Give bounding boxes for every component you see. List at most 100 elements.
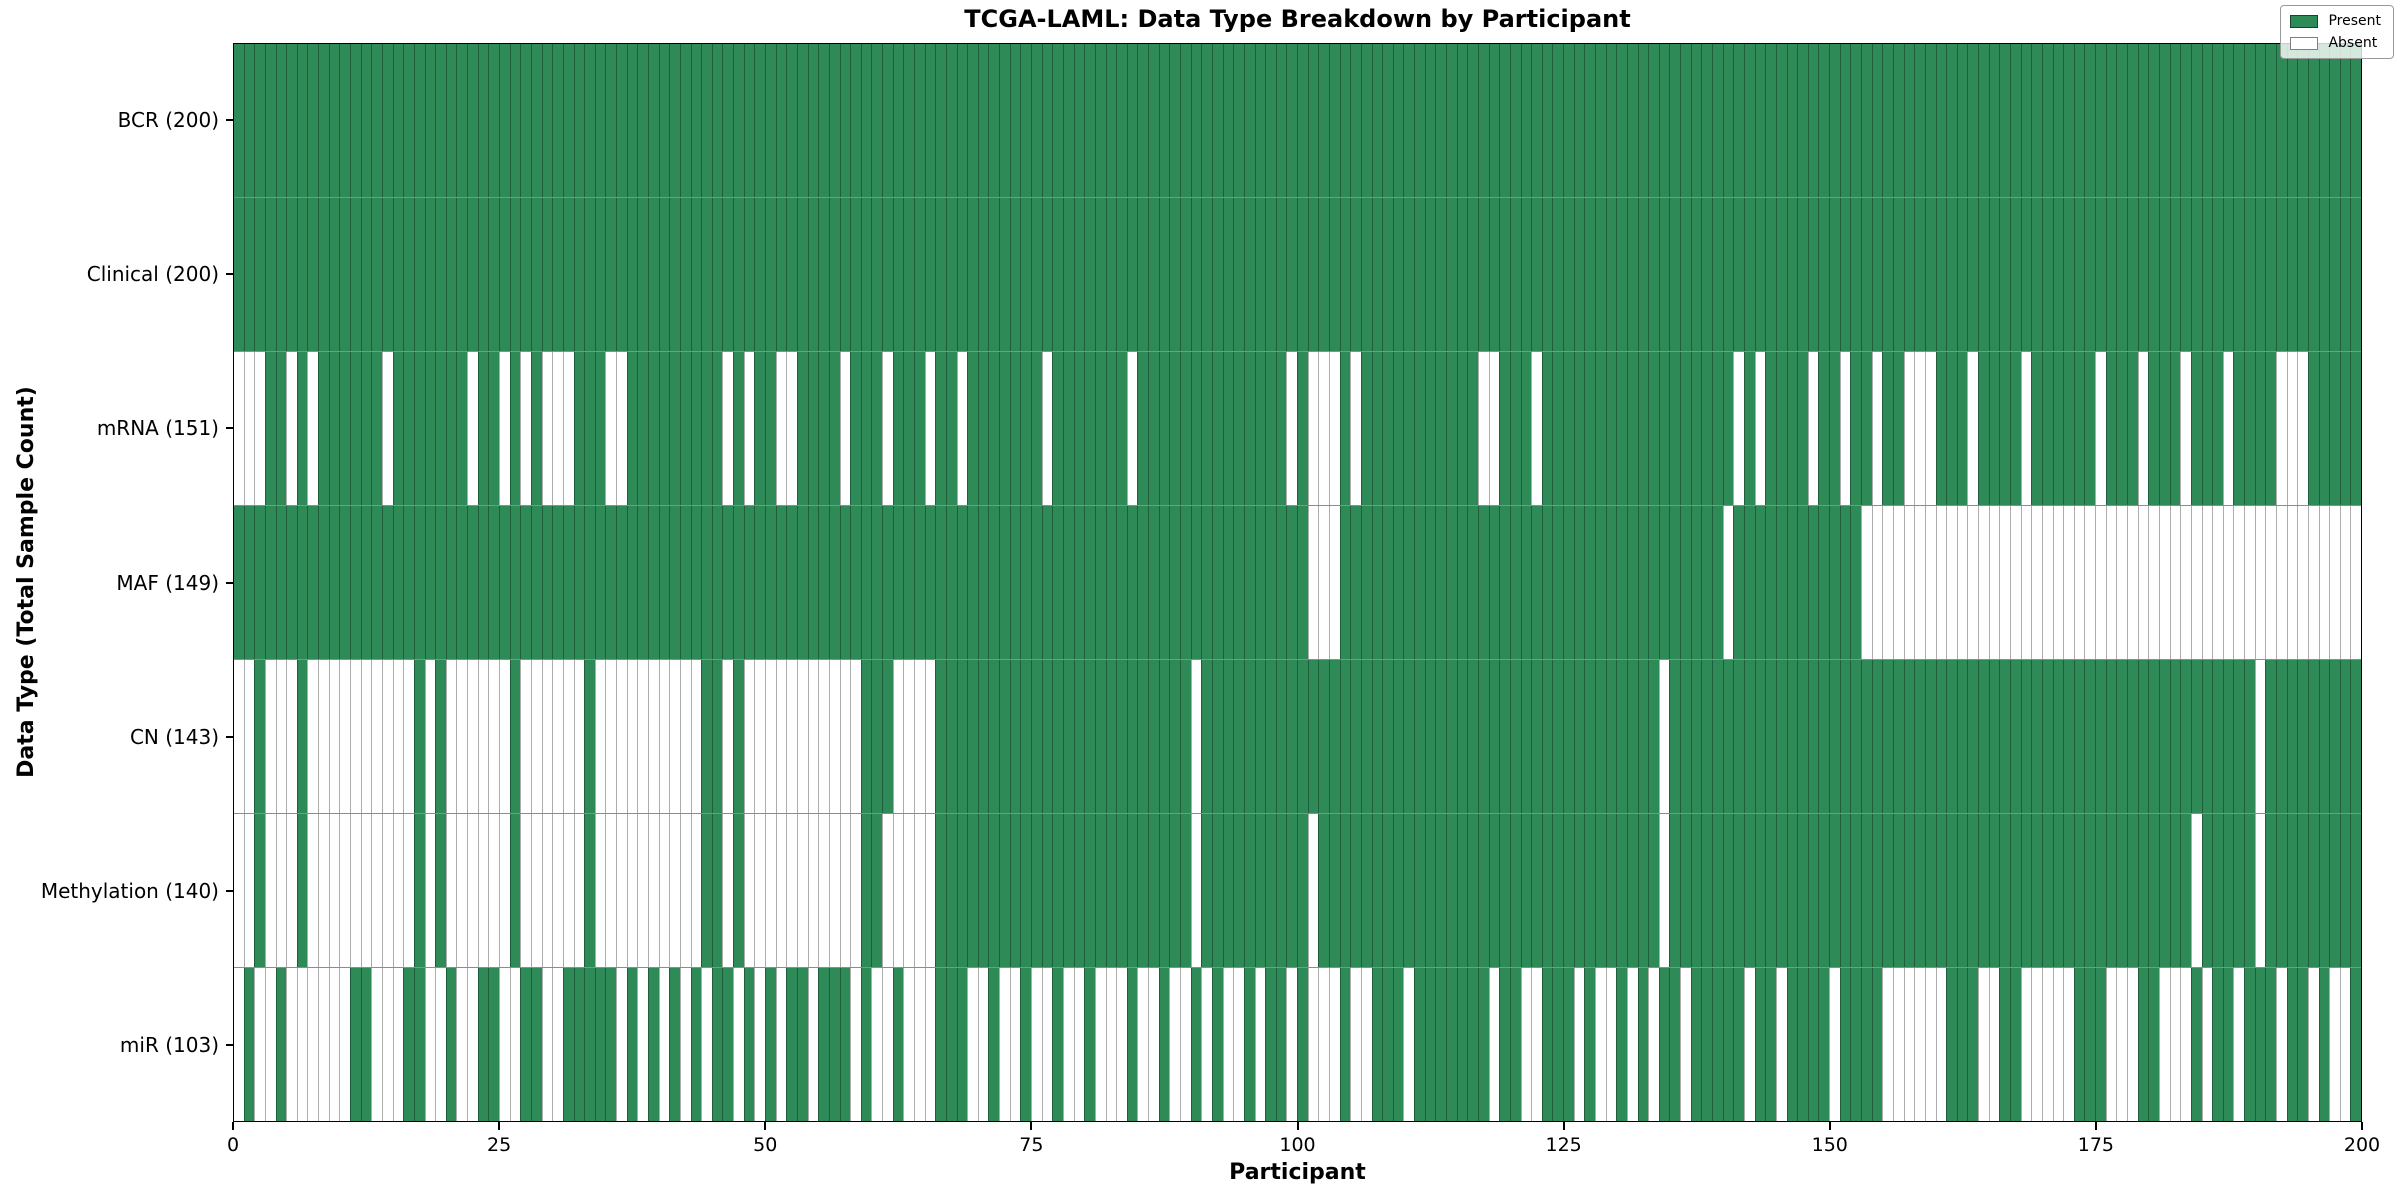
y-tick-mark xyxy=(226,1043,233,1046)
heatmap-cell xyxy=(924,198,936,351)
heatmap-cell xyxy=(1456,968,1468,1121)
heatmap-cell xyxy=(1914,506,1925,659)
heatmap-cell xyxy=(1350,44,1361,197)
heatmap-cell xyxy=(1892,968,1904,1121)
heatmap-cell xyxy=(2212,506,2223,659)
heatmap-cell xyxy=(530,198,542,351)
heatmap-cell xyxy=(765,660,776,813)
heatmap-cell xyxy=(711,814,723,967)
heatmap-cell xyxy=(2137,968,2149,1121)
heatmap-cell xyxy=(381,44,393,197)
heatmap-cell xyxy=(1286,968,1298,1121)
heatmap-cell xyxy=(2233,968,2245,1121)
heatmap-cell xyxy=(1392,814,1404,967)
heatmap-cell xyxy=(1062,198,1074,351)
heatmap-cell xyxy=(1169,660,1181,813)
heatmap-cell xyxy=(935,814,946,967)
heatmap-cell xyxy=(1818,660,1830,813)
heatmap-cell xyxy=(2020,660,2032,813)
heatmap-cell xyxy=(1584,814,1595,967)
heatmap-cell xyxy=(2052,352,2064,505)
heatmap-cell xyxy=(924,506,936,659)
heatmap-cell xyxy=(318,506,329,659)
heatmap-cell xyxy=(2350,44,2362,197)
heatmap-cell xyxy=(2169,968,2181,1121)
heatmap-cell xyxy=(275,814,287,967)
heatmap-cell xyxy=(850,660,861,813)
heatmap-cell xyxy=(2127,198,2138,351)
heatmap-cell xyxy=(1648,506,1659,659)
heatmap-cell xyxy=(1137,506,1149,659)
heatmap-cell xyxy=(1924,44,1936,197)
heatmap-cell xyxy=(1307,44,1319,197)
heatmap-cell xyxy=(2063,968,2074,1121)
heatmap-cell xyxy=(1297,968,1308,1121)
heatmap-cell xyxy=(701,352,712,505)
heatmap-cell xyxy=(616,352,627,505)
heatmap-cell xyxy=(371,506,382,659)
heatmap-cell xyxy=(445,660,457,813)
heatmap-cell xyxy=(445,352,457,505)
heatmap-cell xyxy=(1818,352,1830,505)
heatmap-cell xyxy=(403,506,414,659)
heatmap-cell xyxy=(669,968,680,1121)
heatmap-cell xyxy=(339,660,351,813)
heatmap-cell xyxy=(605,352,617,505)
heatmap-cell xyxy=(1201,814,1212,967)
heatmap-cell xyxy=(1446,968,1457,1121)
heatmap-cell xyxy=(562,968,574,1121)
heatmap-cell xyxy=(754,506,766,659)
heatmap-cell xyxy=(626,198,638,351)
heatmap-cell xyxy=(1094,352,1106,505)
heatmap-cell xyxy=(1584,660,1595,813)
heatmap-cell xyxy=(2339,660,2351,813)
heatmap-cell xyxy=(1169,44,1181,197)
heatmap-cell xyxy=(2127,44,2138,197)
heatmap-cell xyxy=(541,506,553,659)
heatmap-cell xyxy=(1892,660,1904,813)
heatmap-cell xyxy=(234,814,244,967)
heatmap-cell xyxy=(1978,814,1989,967)
heatmap-cell xyxy=(2031,506,2042,659)
heatmap-cell xyxy=(1712,198,1723,351)
heatmap-cell xyxy=(2148,814,2159,967)
heatmap-cell xyxy=(924,352,936,505)
heatmap-cell xyxy=(999,968,1010,1121)
heatmap-cell xyxy=(690,352,702,505)
heatmap-cell xyxy=(1935,198,1947,351)
heatmap-cell xyxy=(1392,968,1404,1121)
heatmap-cell xyxy=(541,352,553,505)
heatmap-cell xyxy=(2095,814,2106,967)
heatmap-cell xyxy=(2063,352,2074,505)
heatmap-cell xyxy=(1882,198,1893,351)
heatmap-cell xyxy=(1648,198,1659,351)
heatmap-cell xyxy=(1382,660,1393,813)
heatmap-cell xyxy=(477,44,489,197)
heatmap-cell xyxy=(339,352,351,505)
heatmap-cell xyxy=(435,968,446,1121)
heatmap-cell xyxy=(307,44,319,197)
heatmap-cell xyxy=(318,352,329,505)
heatmap-cell xyxy=(1712,814,1723,967)
heatmap-cell xyxy=(605,44,617,197)
heatmap-cell xyxy=(807,44,819,197)
heatmap-cell xyxy=(1573,814,1585,967)
heatmap-cell xyxy=(1116,968,1127,1121)
heatmap-cell xyxy=(2244,660,2255,813)
heatmap-cell xyxy=(1807,814,1819,967)
heatmap-cell xyxy=(254,198,265,351)
heatmap-cell xyxy=(1669,660,1681,813)
heatmap-cell xyxy=(626,506,638,659)
heatmap-cell xyxy=(2339,198,2351,351)
heatmap-cell xyxy=(562,660,574,813)
heatmap-cell xyxy=(871,198,883,351)
heatmap-cell xyxy=(573,44,585,197)
heatmap-cell xyxy=(1435,814,1447,967)
heatmap-cell xyxy=(435,44,446,197)
heatmap-cell xyxy=(999,44,1010,197)
heatmap-cell xyxy=(2307,968,2319,1121)
heatmap-cell xyxy=(2020,44,2032,197)
heatmap-cell xyxy=(616,814,627,967)
heatmap-cell xyxy=(1116,814,1127,967)
heatmap-cell xyxy=(1509,198,1521,351)
